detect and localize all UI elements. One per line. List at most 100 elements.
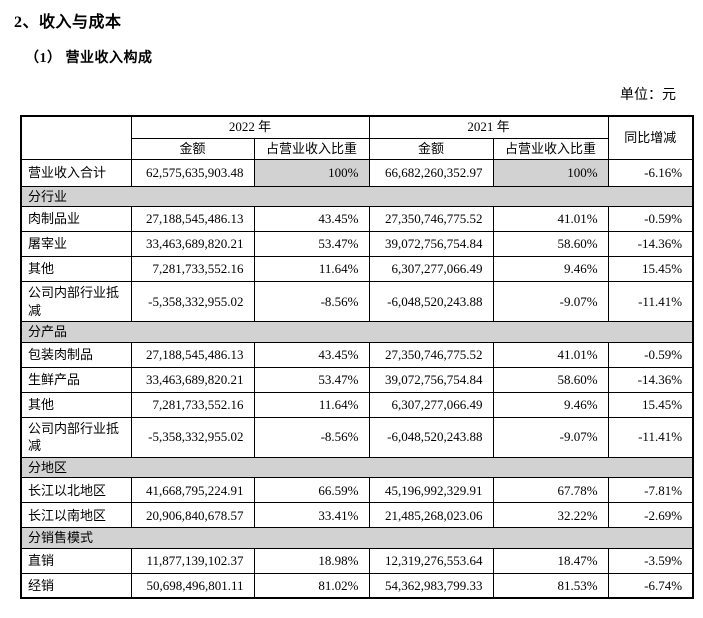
table-row: 屠宰业 33,463,689,820.21 53.47% 39,072,756,754… xyxy=(20,231,694,258)
value-cell: 58.60% xyxy=(492,231,609,258)
value-cell: 53.47% xyxy=(253,366,370,393)
value-cell: 100% xyxy=(253,158,370,187)
row-label: 长江以北地区 xyxy=(20,477,132,504)
header-row-years: 2022 年 2021 年 同比增减 xyxy=(20,115,694,160)
row-label: 屠宰业 xyxy=(20,231,132,258)
value-cell: 12,319,276,553.64 xyxy=(368,547,494,574)
section-label: 分行业 xyxy=(20,185,694,208)
value-cell: -8.56% xyxy=(253,416,370,458)
header-amount-2021: 金额 xyxy=(368,137,494,160)
value-cell: 58.60% xyxy=(492,366,609,393)
value-cell: 41,668,795,224.91 xyxy=(130,477,255,504)
value-cell: 9.46% xyxy=(492,256,609,283)
header-ratio-2021: 占营业收入比重 xyxy=(492,137,609,160)
value-cell: -11.41% xyxy=(607,281,694,323)
value-cell: -0.59% xyxy=(607,341,694,368)
value-cell: 100% xyxy=(492,158,609,187)
value-cell: 81.02% xyxy=(253,572,370,599)
row-label: 长江以南地区 xyxy=(20,502,132,529)
value-cell: 53.47% xyxy=(253,231,370,258)
row-label: 其他 xyxy=(20,256,132,283)
value-cell: 66.59% xyxy=(253,477,370,504)
value-cell: 33,463,689,820.21 xyxy=(130,231,255,258)
value-cell: 33,463,689,820.21 xyxy=(130,366,255,393)
value-cell: 27,350,746,775.52 xyxy=(368,206,494,233)
value-cell: -6,048,520,243.88 xyxy=(368,281,494,323)
value-cell: -9.07% xyxy=(492,416,609,458)
table-body: 营业收入合计 62,575,635,903.48 100% 66,682,260,35… xyxy=(20,158,694,599)
value-cell: 20,906,840,678.57 xyxy=(130,502,255,529)
value-cell: -5,358,332,955.02 xyxy=(130,281,255,323)
value-cell: 11.64% xyxy=(253,256,370,283)
value-cell: -9.07% xyxy=(492,281,609,323)
value-cell: -14.36% xyxy=(607,366,694,393)
header-yoy-change: 同比增减 xyxy=(607,115,694,160)
section-row: 分行业 xyxy=(20,185,694,208)
value-cell: 43.45% xyxy=(253,341,370,368)
row-label: 公司内部行业抵减 xyxy=(20,281,132,323)
unit-label: 单位：元 xyxy=(620,88,676,103)
table-row: 生鲜产品 33,463,689,820.21 53.47% 39,072,756,75… xyxy=(20,366,694,393)
value-cell: -6.74% xyxy=(607,572,694,599)
value-cell: 6,307,277,066.49 xyxy=(368,391,494,418)
value-cell: 7,281,733,552.16 xyxy=(130,256,255,283)
value-cell: -2.69% xyxy=(607,502,694,529)
value-cell: 39,072,756,754.84 xyxy=(368,231,494,258)
table-row: 公司内部行业抵减 -5,358,332,955.02 -8.56% -6,048,52… xyxy=(20,416,694,458)
section-row: 分产品 xyxy=(20,321,694,343)
value-cell: 7,281,733,552.16 xyxy=(130,391,255,418)
value-cell: 33.41% xyxy=(253,502,370,529)
section-subtitle: （1） 营业收入构成 xyxy=(25,51,153,66)
value-cell: 50,698,496,801.11 xyxy=(130,572,255,599)
header-corner-cell xyxy=(20,115,132,160)
section-label: 分产品 xyxy=(20,321,694,343)
value-cell: -5,358,332,955.02 xyxy=(130,416,255,458)
table-row: 公司内部行业抵减 -5,358,332,955.02 -8.56% -6,048,52… xyxy=(20,281,694,323)
table-row: 其他 7,281,733,552.16 11.64% 6,307,277,066.49… xyxy=(20,391,694,418)
section-row: 分地区 xyxy=(20,456,694,479)
value-cell: 27,188,545,486.13 xyxy=(130,206,255,233)
value-cell: -14.36% xyxy=(607,231,694,258)
value-cell: -6.16% xyxy=(607,158,694,187)
header-ratio-2022: 占营业收入比重 xyxy=(253,137,370,160)
value-cell: -8.56% xyxy=(253,281,370,323)
value-cell: 27,188,545,486.13 xyxy=(130,341,255,368)
row-label: 直销 xyxy=(20,547,132,574)
value-cell: 11,877,139,102.37 xyxy=(130,547,255,574)
table-row: 营业收入合计 62,575,635,903.48 100% 66,682,260,35… xyxy=(20,158,694,187)
value-cell: -6,048,520,243.88 xyxy=(368,416,494,458)
value-cell: 11.64% xyxy=(253,391,370,418)
section-row: 分销售模式 xyxy=(20,527,694,549)
table-row: 肉制品业 27,188,545,486.13 43.45% 27,350,746,77… xyxy=(20,206,694,233)
row-label: 营业收入合计 xyxy=(20,158,132,187)
value-cell: -11.41% xyxy=(607,416,694,458)
value-cell: 67.78% xyxy=(492,477,609,504)
value-cell: 6,307,277,066.49 xyxy=(368,256,494,283)
value-cell: 32.22% xyxy=(492,502,609,529)
value-cell: 41.01% xyxy=(492,206,609,233)
value-cell: -0.59% xyxy=(607,206,694,233)
section-label: 分销售模式 xyxy=(20,527,694,549)
value-cell: 15.45% xyxy=(607,256,694,283)
table-row: 包装肉制品 27,188,545,486.13 43.45% 27,350,746,7… xyxy=(20,341,694,368)
value-cell: 81.53% xyxy=(492,572,609,599)
table-row: 其他 7,281,733,552.16 11.64% 6,307,277,066.49… xyxy=(20,256,694,283)
value-cell: 45,196,992,329.91 xyxy=(368,477,494,504)
table-row: 长江以南地区 20,906,840,678.57 33.41% 21,485,268,… xyxy=(20,502,694,529)
value-cell: 41.01% xyxy=(492,341,609,368)
header-year-2021: 2021 年 xyxy=(368,115,609,139)
revenue-composition-table: 2022 年 2021 年 同比增减 金额 占营业收入比重 金额 占营业收入比重… xyxy=(20,115,695,600)
row-label: 其他 xyxy=(20,391,132,418)
row-label: 公司内部行业抵减 xyxy=(20,416,132,458)
value-cell: 27,350,746,775.52 xyxy=(368,341,494,368)
value-cell: 54,362,983,799.33 xyxy=(368,572,494,599)
value-cell: 18.98% xyxy=(253,547,370,574)
row-label: 肉制品业 xyxy=(20,206,132,233)
value-cell: 9.46% xyxy=(492,391,609,418)
value-cell: 62,575,635,903.48 xyxy=(130,158,255,187)
section-label: 分地区 xyxy=(20,456,694,479)
value-cell: 66,682,260,352.97 xyxy=(368,158,494,187)
value-cell: 43.45% xyxy=(253,206,370,233)
value-cell: 39,072,756,754.84 xyxy=(368,366,494,393)
table-header: 2022 年 2021 年 同比增减 金额 占营业收入比重 金额 占营业收入比重 xyxy=(20,115,694,160)
